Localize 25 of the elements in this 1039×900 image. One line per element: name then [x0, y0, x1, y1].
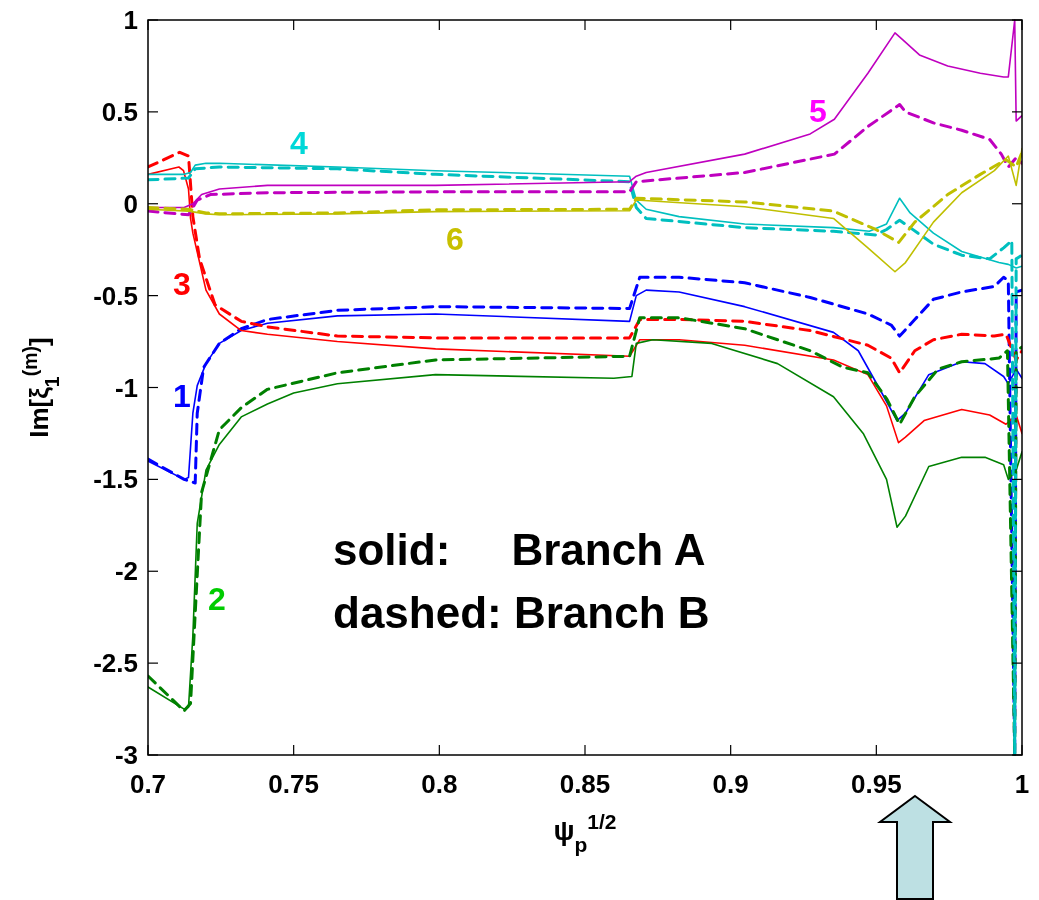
x-tick-label: 0.9 — [712, 769, 749, 799]
y-tick-label: -2 — [114, 556, 138, 587]
annotation: 5 — [809, 93, 827, 129]
annotation: 6 — [446, 221, 464, 257]
annotation: 3 — [173, 266, 191, 302]
y-tick-label: -3 — [114, 740, 138, 770]
y-tick-label: -1.5 — [93, 464, 138, 495]
y-tick-label: 0.5 — [101, 96, 138, 127]
x-tick-label: 0.8 — [421, 769, 458, 799]
line-series — [148, 165, 1022, 756]
y-tick-label: -2.5 — [93, 648, 138, 679]
annotation: dashed: Branch B — [333, 588, 710, 637]
x-tick-label: 0.85 — [559, 769, 611, 799]
annotation: 2 — [208, 581, 226, 617]
x-tick-label: 0.95 — [851, 769, 902, 799]
annotation: 1 — [173, 378, 191, 414]
x-tick-label: 1 — [1014, 769, 1030, 799]
x-tick-label: 0.75 — [268, 769, 319, 799]
y-tick-label: 0 — [123, 188, 138, 219]
y-tick-label: 1 — [123, 5, 138, 35]
y-tick-label: -1 — [114, 372, 138, 403]
annotation: solid: Branch A — [333, 525, 706, 574]
x-tick-label: 0.7 — [129, 769, 167, 799]
annotation: 4 — [290, 125, 309, 161]
y-tick-label: -0.5 — [93, 280, 138, 311]
